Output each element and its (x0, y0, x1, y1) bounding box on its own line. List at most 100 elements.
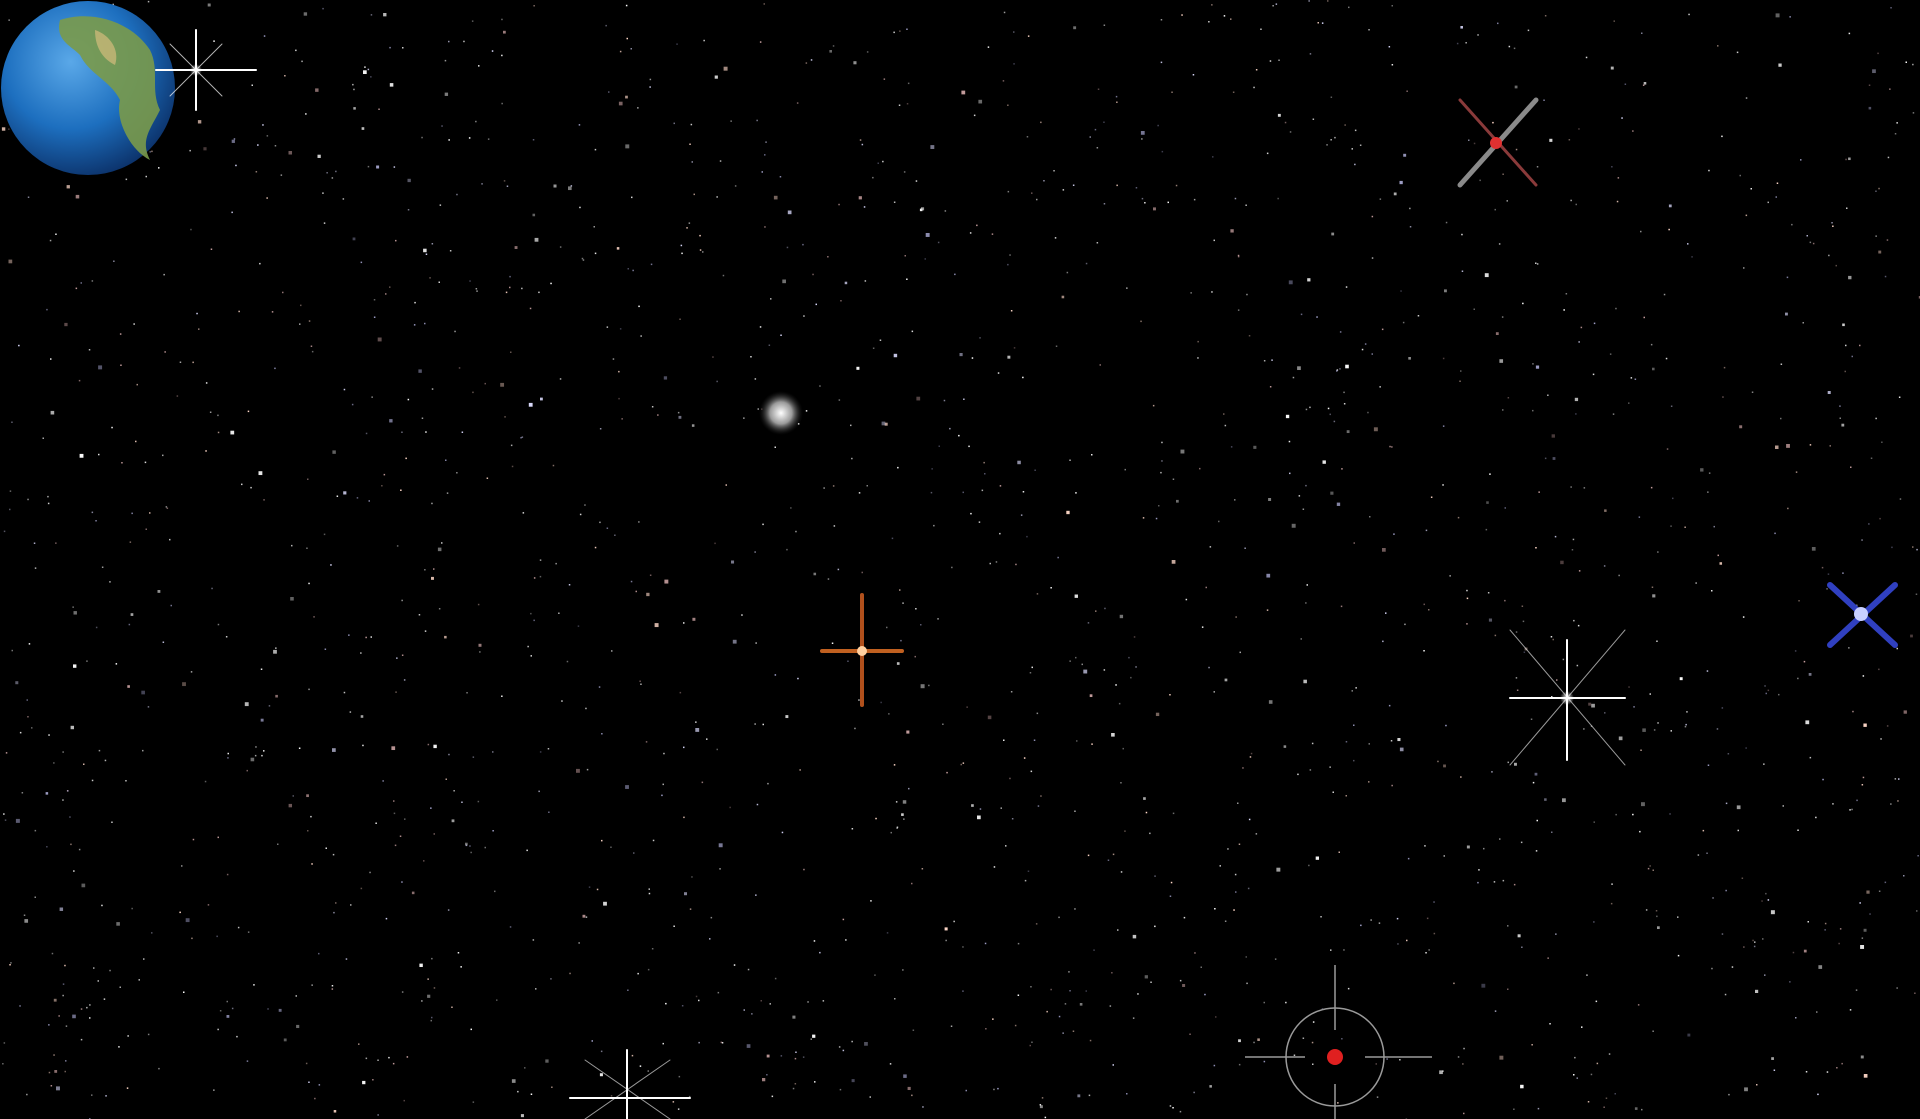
star (648, 969, 650, 971)
star (601, 733, 603, 735)
star (1628, 402, 1630, 404)
star (1728, 753, 1730, 755)
star (886, 627, 888, 629)
star (561, 700, 563, 702)
star (1256, 833, 1258, 835)
star (291, 545, 293, 547)
star (1128, 657, 1130, 659)
star (267, 135, 269, 137)
star (1346, 741, 1348, 743)
star (384, 474, 386, 476)
star (408, 399, 410, 401)
star (434, 987, 436, 989)
star (618, 398, 620, 400)
star (1912, 64, 1914, 66)
star (511, 445, 513, 447)
star (430, 807, 432, 809)
star (1104, 608, 1106, 610)
star (583, 259, 585, 261)
star (191, 671, 193, 673)
star (1563, 659, 1565, 661)
star (1144, 202, 1146, 204)
star (625, 785, 629, 789)
star (1657, 551, 1659, 553)
star (1879, 891, 1881, 893)
star (1030, 986, 1032, 988)
star (407, 1056, 409, 1058)
star (1852, 356, 1854, 358)
star (481, 183, 483, 185)
star (1189, 1034, 1191, 1036)
star (1479, 180, 1481, 182)
star (1631, 377, 1633, 379)
star (91, 1094, 93, 1096)
star (445, 60, 447, 62)
star (1509, 46, 1511, 48)
star (1657, 722, 1659, 724)
star (1863, 675, 1865, 677)
star (507, 186, 509, 188)
star (1208, 667, 1210, 669)
star (431, 503, 433, 505)
star (1313, 119, 1315, 121)
star (1154, 875, 1156, 877)
star (1021, 514, 1023, 516)
star (907, 103, 909, 105)
star (744, 1009, 746, 1011)
star (1126, 287, 1128, 289)
star (352, 84, 354, 86)
star (1143, 797, 1146, 800)
star (479, 644, 482, 647)
star (1859, 902, 1861, 904)
star (896, 827, 898, 829)
star (806, 62, 808, 64)
star (1555, 536, 1557, 538)
star (1284, 745, 1287, 748)
star (391, 746, 395, 750)
star (982, 490, 984, 492)
star (1478, 869, 1480, 871)
star (1718, 555, 1720, 557)
star (582, 258, 584, 260)
star (1778, 694, 1780, 696)
star (149, 512, 151, 514)
star (1889, 88, 1891, 90)
star (1803, 322, 1805, 324)
star (867, 51, 869, 53)
star (833, 485, 835, 487)
star (433, 745, 436, 748)
star (1573, 620, 1575, 622)
star (1491, 771, 1493, 773)
star (1644, 317, 1646, 319)
star (1104, 669, 1106, 671)
star (897, 662, 900, 665)
star (832, 643, 834, 645)
star (180, 362, 182, 364)
star (1336, 370, 1338, 372)
star (1869, 85, 1871, 87)
star (1555, 933, 1557, 935)
star (892, 538, 894, 540)
star (1547, 395, 1549, 397)
star (1606, 1098, 1608, 1100)
star (922, 1106, 924, 1108)
star (2, 1063, 4, 1065)
star (1621, 117, 1623, 119)
star (970, 232, 972, 234)
star (1344, 124, 1346, 126)
star (1253, 1042, 1255, 1044)
star (1075, 595, 1078, 598)
star (1635, 1107, 1638, 1110)
star (1393, 533, 1395, 535)
star (1323, 460, 1326, 463)
star (1904, 710, 1907, 713)
star (1116, 102, 1118, 104)
star (408, 209, 410, 211)
star (1832, 226, 1834, 228)
star (1866, 891, 1869, 894)
star (369, 872, 371, 874)
star (782, 280, 786, 284)
star (533, 939, 535, 941)
star (928, 685, 930, 687)
star (1137, 993, 1139, 995)
